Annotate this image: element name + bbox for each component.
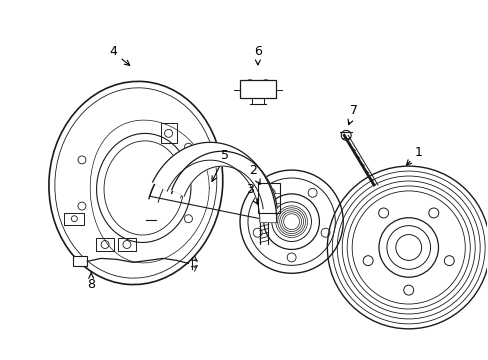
Text: 3: 3: [245, 184, 257, 204]
Polygon shape: [152, 142, 276, 222]
Bar: [161, 123, 176, 143]
Text: 7: 7: [347, 104, 357, 125]
Text: 5: 5: [212, 149, 229, 181]
Text: 6: 6: [253, 45, 261, 65]
Text: 8: 8: [87, 272, 95, 291]
Bar: [64, 213, 84, 225]
Text: 1: 1: [406, 146, 422, 165]
Text: 4: 4: [109, 45, 129, 66]
Bar: [240, 80, 275, 98]
Text: 2: 2: [248, 163, 260, 184]
Bar: [73, 256, 87, 266]
Bar: [257, 183, 279, 213]
Bar: [118, 238, 136, 251]
Bar: [96, 238, 114, 251]
Polygon shape: [149, 147, 274, 222]
Polygon shape: [171, 151, 276, 209]
